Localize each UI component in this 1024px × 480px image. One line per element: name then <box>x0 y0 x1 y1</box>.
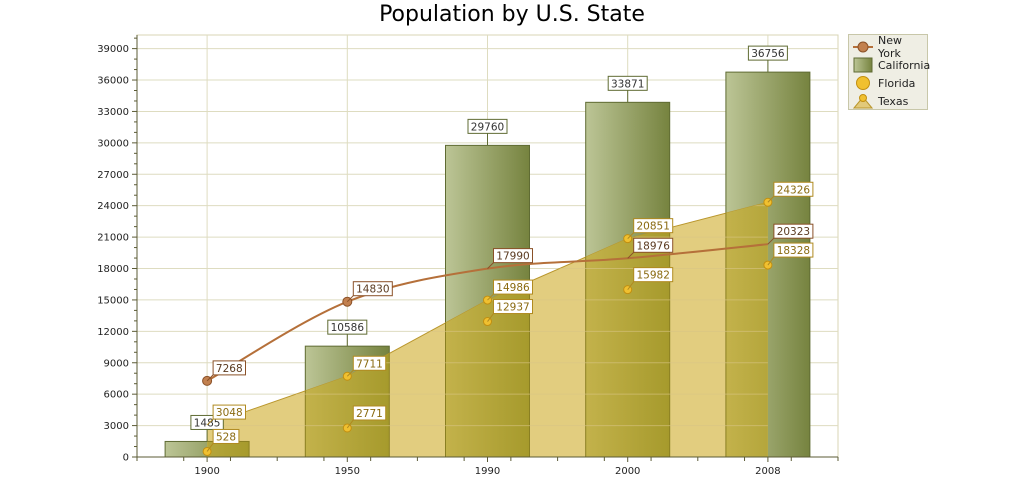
label-california-box <box>467 118 508 134</box>
label-california: 10586 <box>331 322 365 334</box>
line-circle-marker-icon <box>853 39 873 55</box>
x-tick-label: 1950 <box>335 466 360 477</box>
label-florida-connector <box>487 313 494 322</box>
y-tick-label: 12000 <box>97 327 129 338</box>
label-new-york: 18976 <box>636 240 670 252</box>
y-tick-label: 27000 <box>97 170 129 181</box>
label-florida: 12937 <box>496 302 529 314</box>
legend-label: New York <box>878 34 902 60</box>
label-california-box <box>607 75 648 91</box>
legend-item-florida[interactable]: Florida <box>853 74 915 92</box>
area-triangle-icon <box>852 93 874 109</box>
x-tick-label: 2008 <box>755 466 780 477</box>
label-texas-connector <box>627 232 635 240</box>
label-florida-connector <box>206 443 214 452</box>
label-florida-connector <box>346 419 354 429</box>
label-texas-connector <box>767 195 775 203</box>
label-texas-connector <box>346 369 354 377</box>
axes: 0 3000 6000 9000 12000 15000 18000 21000 24000 27… <box>97 35 839 477</box>
chart-title: Population by U.S. State <box>379 2 645 27</box>
label-texas: 24326 <box>777 184 811 196</box>
label-texas-connector <box>206 418 214 426</box>
new-york-spline <box>206 243 769 382</box>
legend-label: Florida <box>878 76 916 90</box>
legend-label: Texas <box>878 94 909 108</box>
y-tick-label: 36000 <box>97 76 129 87</box>
label-new-york-connector <box>206 374 214 382</box>
label-new-york-box <box>633 237 674 253</box>
label-texas-box <box>633 218 674 234</box>
label-new-york: 20323 <box>777 226 810 238</box>
legend-label: California <box>878 58 931 72</box>
y-tick-label: 0 <box>123 453 129 464</box>
label-florida-box <box>633 267 674 283</box>
label-california-box <box>747 45 788 61</box>
label-florida-connector <box>627 281 635 290</box>
label-new-york-connector <box>767 237 775 245</box>
label-florida-connector <box>767 256 775 266</box>
label-florida: 528 <box>216 431 236 443</box>
label-texas: 14986 <box>496 282 530 294</box>
label-california: 36756 <box>751 48 785 60</box>
label-new-york-box <box>352 281 393 297</box>
label-california-box <box>327 319 368 335</box>
legend: New York California Florida Texas <box>848 34 930 110</box>
label-new-york: 7268 <box>216 363 243 375</box>
y-tick-label: 6000 <box>104 390 129 401</box>
y-tick-label: 30000 <box>97 138 129 149</box>
label-texas-box <box>773 181 814 197</box>
label-new-york-box <box>212 360 247 376</box>
label-texas-connector <box>487 293 494 301</box>
y-tick-label: 15000 <box>97 295 129 306</box>
x-tick-label: 1990 <box>475 466 500 477</box>
y-tick-label: 21000 <box>97 233 129 244</box>
x-tick-label: 1900 <box>194 466 219 477</box>
bar-swatch-icon <box>853 57 873 73</box>
label-florida: 15982 <box>636 270 669 282</box>
y-tick-label: 3000 <box>104 421 129 432</box>
label-texas-box <box>352 355 387 371</box>
label-florida-box <box>493 299 533 315</box>
data-labels: 1485 10586 29760 33871 36756 7268 14830 17990 18… <box>190 45 814 452</box>
label-california: 33871 <box>611 78 644 90</box>
label-california: 29760 <box>471 121 504 133</box>
label-new-york-connector <box>487 262 494 269</box>
y-tick-label: 39000 <box>97 44 129 55</box>
label-texas: 3048 <box>216 407 243 419</box>
label-florida-box <box>212 428 240 444</box>
circle-marker-icon <box>853 75 873 91</box>
y-tick-label: 9000 <box>104 358 129 369</box>
label-california: 1485 <box>194 417 221 429</box>
label-texas: 20851 <box>636 221 669 233</box>
label-florida-box <box>773 242 814 258</box>
legend-item-california[interactable]: California <box>853 56 930 74</box>
label-new-york-connector <box>627 251 635 259</box>
bar-california-shaded <box>207 440 250 457</box>
label-florida: 2771 <box>356 408 383 420</box>
label-new-york-connector <box>346 295 354 303</box>
y-tick-label: 33000 <box>97 107 129 118</box>
label-texas-box <box>493 279 533 295</box>
legend-item-new-york[interactable]: New York <box>853 34 927 60</box>
x-tick-label: 2000 <box>615 466 640 477</box>
label-florida: 18328 <box>777 245 810 257</box>
label-new-york: 14830 <box>356 284 389 296</box>
label-texas: 7711 <box>356 358 383 370</box>
new-york-line <box>206 243 769 382</box>
label-new-york-box <box>493 248 533 264</box>
label-new-york: 17990 <box>496 251 529 263</box>
y-tick-label: 18000 <box>97 264 129 275</box>
label-texas-box <box>212 404 247 420</box>
legend-item-texas[interactable]: Texas <box>852 92 909 110</box>
y-tick-label: 24000 <box>97 201 129 212</box>
label-new-york-box <box>773 223 814 239</box>
label-florida-box <box>352 405 387 421</box>
